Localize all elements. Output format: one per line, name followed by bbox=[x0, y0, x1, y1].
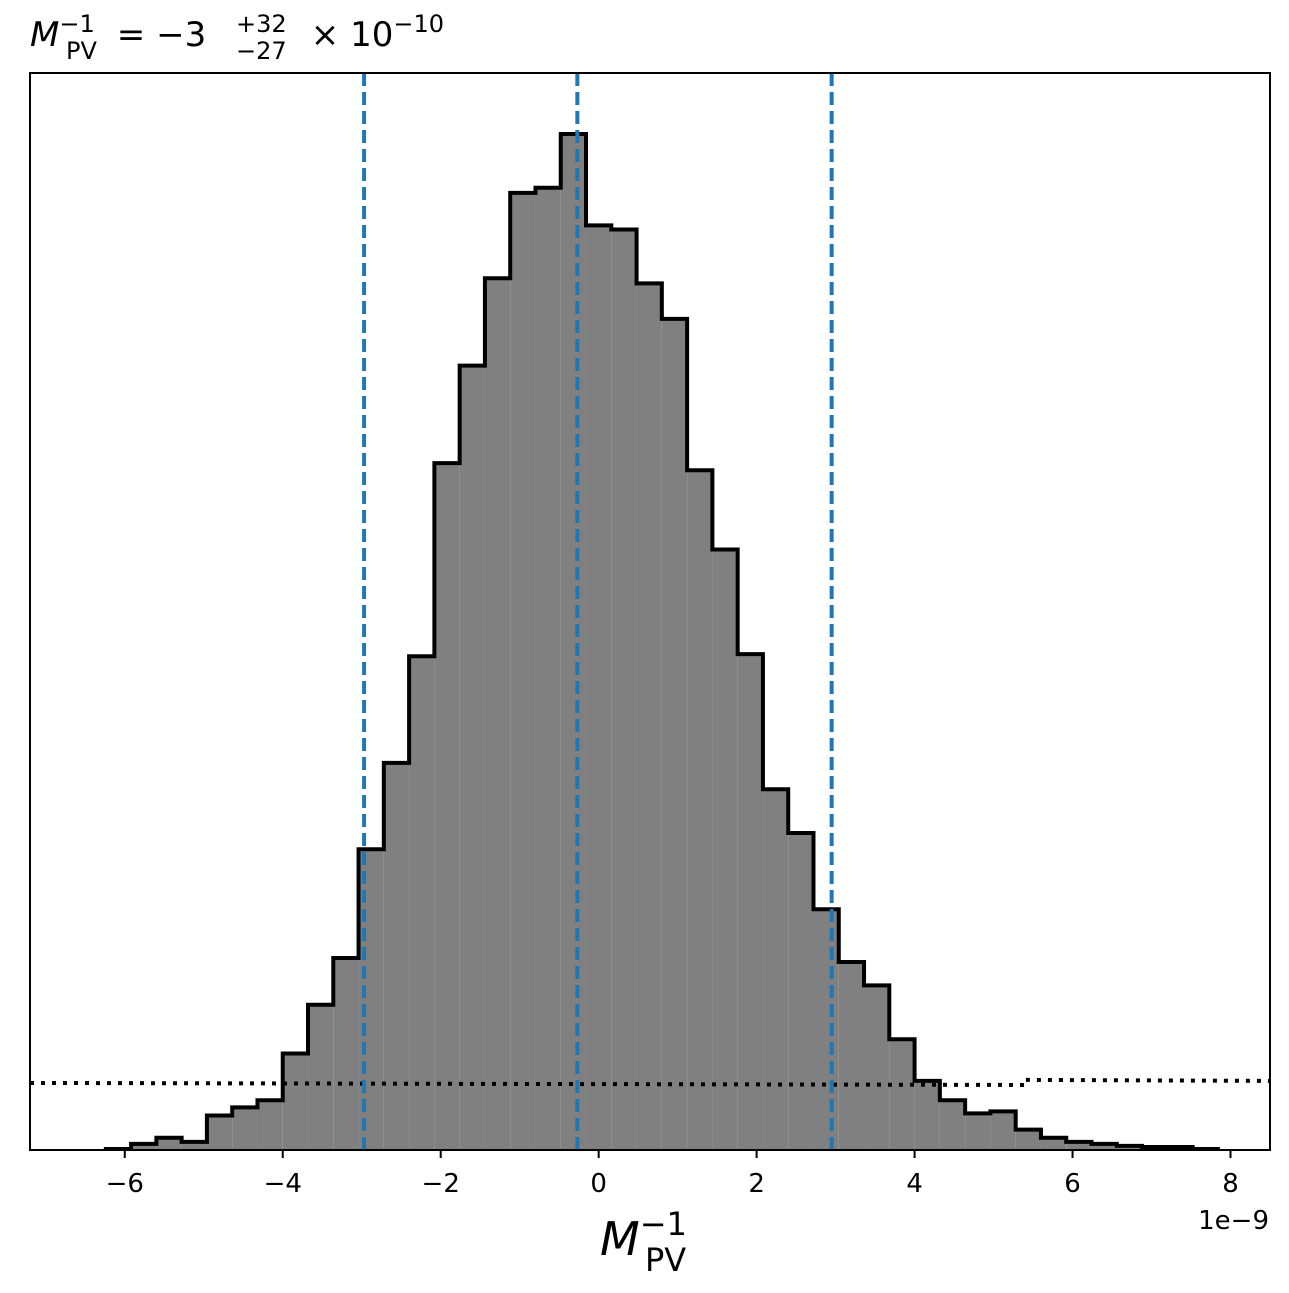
title-value: = −3 bbox=[106, 15, 206, 55]
histogram-bar bbox=[762, 789, 789, 1150]
histogram-bar bbox=[712, 549, 738, 1150]
histogram-bar bbox=[788, 832, 814, 1150]
histogram-bar bbox=[181, 1141, 207, 1150]
title-upper-error: +32 bbox=[236, 10, 287, 38]
x-tick-label: 4 bbox=[906, 1169, 923, 1199]
histogram-bar bbox=[510, 192, 536, 1150]
x-tick-label: 8 bbox=[1222, 1169, 1239, 1199]
histogram-bar bbox=[308, 1004, 334, 1150]
histogram-bar bbox=[965, 1113, 991, 1150]
histogram-outline bbox=[103, 131, 1220, 1151]
histogram-bar bbox=[1116, 1145, 1143, 1150]
title-symbol: M bbox=[30, 15, 59, 55]
histogram-bar bbox=[864, 985, 890, 1150]
histogram-bar bbox=[586, 225, 612, 1151]
prior-dotted-line bbox=[29, 1077, 1271, 1087]
histogram-bar bbox=[383, 762, 410, 1150]
histogram-bar bbox=[484, 278, 511, 1150]
histogram-bar bbox=[535, 187, 561, 1151]
histogram-bar bbox=[459, 365, 485, 1150]
histogram-bar bbox=[560, 133, 587, 1150]
x-tick-label: −2 bbox=[422, 1169, 460, 1199]
x-tick-label: −4 bbox=[264, 1169, 302, 1199]
histogram-bar bbox=[939, 1100, 966, 1150]
x-tick-label: 2 bbox=[748, 1169, 765, 1199]
histogram-bar bbox=[156, 1137, 182, 1150]
histogram-bar bbox=[914, 1080, 940, 1150]
histogram-bar bbox=[434, 463, 460, 1151]
histogram-bar bbox=[409, 656, 435, 1150]
histogram-bar bbox=[206, 1115, 233, 1150]
histogram-bar bbox=[232, 1107, 258, 1150]
histogram-bar bbox=[813, 909, 839, 1150]
x-axis-offset-text: 1e−9 bbox=[1198, 1206, 1269, 1236]
histogram-bar bbox=[1066, 1141, 1092, 1150]
histogram-bar bbox=[889, 1039, 915, 1150]
x-axis-label: M−1 PV bbox=[600, 1205, 687, 1279]
title-exponent: −10 bbox=[393, 10, 444, 38]
histogram-bar bbox=[1091, 1143, 1117, 1150]
histogram-bar bbox=[1015, 1129, 1041, 1150]
histogram-bar bbox=[131, 1143, 157, 1150]
title-superscript: −1 bbox=[59, 10, 94, 38]
xlabel-symbol: M bbox=[600, 1212, 640, 1266]
x-tick-label: 6 bbox=[1064, 1169, 1081, 1199]
chart-title: M−1 PV = −3 +32 −27 × 10−10 bbox=[30, 10, 444, 65]
histogram-bar bbox=[661, 318, 688, 1151]
histogram-bar bbox=[636, 283, 662, 1150]
title-lower-error: −27 bbox=[236, 37, 287, 65]
x-tick-label: −6 bbox=[106, 1169, 144, 1199]
histogram-bar bbox=[737, 654, 763, 1150]
histogram-bar bbox=[838, 962, 865, 1150]
histogram-bar bbox=[282, 1053, 309, 1150]
histogram-bar bbox=[687, 470, 713, 1150]
histogram-bar bbox=[1040, 1137, 1067, 1150]
title-multiplier: × 10 bbox=[300, 15, 393, 55]
xlabel-subscript: PV bbox=[645, 1241, 686, 1279]
histogram-bar bbox=[611, 229, 637, 1150]
histogram-bar bbox=[257, 1100, 283, 1150]
xlabel-superscript: −1 bbox=[640, 1205, 687, 1243]
plot-area: −6 −4 −2 0 2 4 6 8 bbox=[29, 72, 1271, 1199]
x-tick-label: 0 bbox=[590, 1169, 607, 1199]
axes-frame bbox=[29, 72, 1271, 1151]
histogram-bar bbox=[333, 957, 359, 1150]
histogram-bar bbox=[990, 1111, 1016, 1150]
title-subscript: PV bbox=[66, 37, 97, 65]
